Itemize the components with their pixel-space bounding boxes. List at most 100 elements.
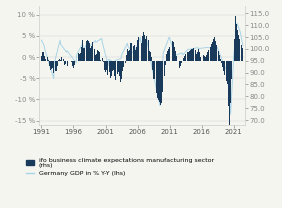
Bar: [128, 51, 129, 61]
Bar: [125, 59, 126, 61]
Bar: [143, 32, 144, 61]
Bar: [237, 30, 238, 61]
Bar: [189, 51, 190, 61]
Bar: [198, 49, 199, 61]
Bar: [229, 61, 230, 127]
Bar: [126, 55, 127, 61]
Bar: [153, 61, 154, 79]
Bar: [202, 56, 203, 61]
Bar: [87, 40, 88, 61]
Bar: [174, 47, 175, 61]
Bar: [97, 50, 98, 61]
Bar: [98, 51, 99, 61]
Bar: [88, 41, 89, 61]
Bar: [159, 61, 160, 102]
Bar: [116, 61, 117, 77]
Bar: [190, 50, 191, 61]
Bar: [80, 53, 81, 61]
Bar: [167, 51, 168, 61]
Bar: [156, 61, 157, 93]
Bar: [204, 56, 205, 61]
Bar: [141, 43, 142, 61]
Bar: [42, 52, 43, 61]
Bar: [179, 61, 180, 68]
Bar: [220, 59, 221, 61]
Bar: [193, 48, 194, 61]
Bar: [105, 61, 106, 72]
Bar: [168, 49, 169, 61]
Bar: [69, 58, 70, 61]
Bar: [134, 45, 135, 61]
Bar: [192, 48, 193, 61]
Bar: [188, 52, 189, 61]
Bar: [217, 49, 218, 61]
Bar: [100, 59, 101, 61]
Bar: [61, 57, 62, 61]
Bar: [173, 42, 174, 61]
Bar: [95, 55, 96, 61]
Bar: [44, 56, 45, 61]
Bar: [65, 61, 66, 64]
Bar: [122, 61, 123, 71]
Bar: [129, 50, 130, 61]
Bar: [144, 35, 145, 61]
Bar: [147, 33, 148, 61]
Bar: [119, 61, 120, 76]
Bar: [161, 61, 162, 103]
Bar: [117, 61, 118, 74]
Bar: [70, 60, 71, 61]
Bar: [46, 58, 47, 61]
Bar: [67, 61, 68, 66]
Bar: [132, 45, 133, 61]
Bar: [52, 61, 53, 68]
Bar: [219, 55, 220, 61]
Bar: [186, 53, 187, 61]
Bar: [197, 52, 198, 61]
Bar: [196, 54, 197, 61]
Bar: [214, 37, 215, 61]
Bar: [121, 61, 122, 79]
Bar: [112, 61, 113, 71]
Bar: [118, 61, 119, 72]
Bar: [181, 61, 182, 63]
Bar: [137, 40, 138, 61]
Bar: [102, 58, 103, 61]
Bar: [203, 55, 204, 61]
Bar: [55, 61, 56, 71]
Bar: [222, 61, 223, 67]
Bar: [54, 61, 55, 71]
Bar: [239, 40, 240, 61]
Bar: [41, 56, 42, 61]
Bar: [104, 61, 105, 70]
Bar: [187, 52, 188, 61]
Bar: [234, 40, 235, 61]
Bar: [172, 41, 173, 61]
Bar: [148, 40, 149, 61]
Bar: [230, 61, 231, 103]
Bar: [238, 35, 239, 61]
Bar: [115, 61, 116, 80]
Bar: [131, 43, 132, 61]
Bar: [71, 61, 72, 62]
Bar: [49, 61, 50, 66]
Bar: [59, 59, 60, 61]
Bar: [240, 42, 241, 61]
Bar: [146, 36, 147, 61]
Bar: [183, 58, 184, 61]
Bar: [228, 61, 229, 106]
Bar: [191, 49, 192, 61]
Bar: [225, 61, 226, 77]
Bar: [165, 61, 166, 65]
Bar: [175, 51, 176, 61]
Bar: [113, 61, 114, 70]
Bar: [43, 52, 44, 61]
Bar: [223, 61, 224, 71]
Bar: [89, 43, 90, 61]
Bar: [142, 36, 143, 61]
Bar: [184, 56, 185, 61]
Bar: [110, 61, 111, 78]
Bar: [56, 61, 57, 71]
Bar: [164, 61, 165, 76]
Bar: [206, 55, 207, 61]
Bar: [96, 54, 97, 61]
